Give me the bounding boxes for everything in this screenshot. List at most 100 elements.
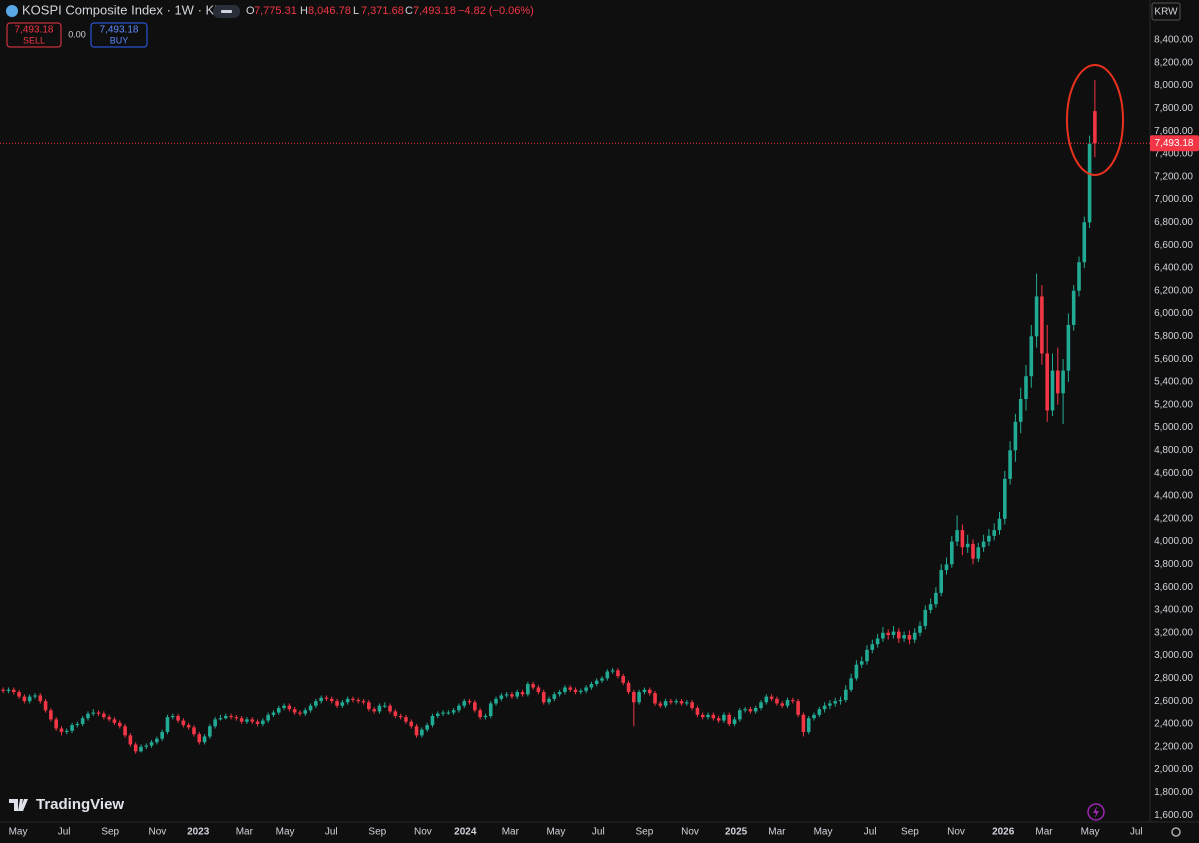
buy-button[interactable]: [90, 22, 148, 48]
x-tick-label: Sep: [368, 827, 386, 838]
candle-body: [59, 728, 64, 732]
candle-body: [266, 714, 270, 721]
alert-icon[interactable]: [1087, 803, 1105, 821]
x-tick-label: Jul: [1130, 827, 1143, 838]
candle-body: [367, 702, 371, 710]
candle-body: [377, 705, 382, 712]
settings-icon[interactable]: [1171, 827, 1181, 837]
candle-body: [1061, 370, 1065, 394]
x-tick-label: 2024: [454, 827, 477, 838]
ohlc-value: 7,775.31: [254, 5, 297, 17]
y-tick-label: 6,400.00: [1154, 263, 1193, 274]
candle-body: [139, 746, 143, 752]
y-tick-label: 4,200.00: [1154, 513, 1193, 524]
candle-body: [865, 649, 869, 662]
candle-body: [181, 720, 186, 726]
x-tick-label: Jul: [864, 827, 877, 838]
candle-body: [939, 570, 943, 593]
highlight-ellipse: [1066, 64, 1124, 176]
candle-body: [515, 692, 520, 697]
candle-body: [165, 717, 170, 732]
candle-body: [420, 729, 424, 736]
y-tick-label: 7,000.00: [1154, 194, 1193, 205]
x-tick-label: Mar: [502, 827, 520, 838]
candle-body: [764, 696, 769, 703]
plot: [0, 80, 1150, 754]
candle-body: [361, 701, 366, 703]
candle-body: [849, 678, 853, 690]
candle-body: [308, 705, 313, 711]
candle-body: [128, 735, 133, 745]
candle-body: [727, 714, 732, 724]
candle-body: [223, 715, 228, 719]
candle-body: [780, 703, 785, 706]
ohlc-key: L: [353, 5, 359, 17]
toggle-icon: [221, 10, 232, 13]
candle-body: [160, 731, 164, 739]
currency-box[interactable]: [1151, 2, 1181, 21]
y-tick-label: 5,200.00: [1154, 399, 1193, 410]
candle-body: [75, 723, 80, 726]
candle-body: [573, 689, 578, 693]
candle-body: [934, 592, 938, 605]
y-tick-label: 1,600.00: [1154, 810, 1193, 821]
y-tick-label: 4,000.00: [1154, 536, 1193, 547]
candle-body: [388, 705, 392, 712]
last-price-box: [1150, 135, 1199, 152]
y-tick-label: 6,000.00: [1154, 308, 1193, 319]
candle-body: [992, 530, 996, 536]
candle-body: [202, 736, 207, 743]
y-tick-label: 6,800.00: [1154, 217, 1193, 228]
x-tick-label: 2026: [992, 827, 1015, 838]
candle-body: [430, 715, 435, 726]
candle-body: [282, 705, 286, 708]
y-tick-label: 3,000.00: [1154, 650, 1193, 661]
candle-body: [965, 543, 970, 548]
candle-body: [928, 604, 933, 610]
x-tick-label: Jul: [325, 827, 338, 838]
candle-body: [594, 680, 599, 685]
x-tick-label: Nov: [148, 827, 166, 838]
candle-body: [626, 682, 631, 693]
x-tick-label: Mar: [236, 827, 254, 838]
candle-body: [791, 700, 795, 702]
y-tick-label: 1,800.00: [1154, 787, 1193, 798]
candle-body: [552, 694, 557, 699]
sell-button[interactable]: [6, 22, 62, 48]
candle-body: [536, 687, 541, 693]
y-tick-label: 6,200.00: [1154, 285, 1193, 296]
candle-body: [753, 707, 758, 712]
y-tick-label: 2,200.00: [1154, 741, 1193, 752]
candle-body: [467, 701, 472, 703]
x-tick-label: 2025: [725, 827, 748, 838]
chart-title: KOSPI Composite Index · 1W · KRX: [22, 2, 233, 17]
candle-body: [102, 713, 106, 718]
candle-body: [117, 722, 122, 727]
candle-body: [441, 712, 445, 714]
candle-body: [86, 713, 90, 719]
candle-body: [255, 721, 260, 724]
candle-body: [796, 701, 800, 715]
candle-body: [229, 715, 233, 718]
candle-body: [1018, 399, 1023, 422]
y-tick-label: 2,000.00: [1154, 764, 1193, 775]
candle-body: [149, 742, 154, 746]
candle-body: [822, 705, 827, 710]
candle-body: [218, 718, 223, 720]
x-tick-label: Nov: [947, 827, 965, 838]
candle-body: [1013, 421, 1018, 451]
candle-body: [886, 632, 891, 636]
candle-body: [1082, 222, 1087, 263]
candle-body: [531, 684, 535, 688]
candle-body: [382, 705, 387, 707]
candle-body: [398, 715, 403, 718]
candle-body: [568, 687, 573, 690]
candle-body: [271, 712, 276, 715]
candle-body: [107, 717, 111, 720]
candle-body: [462, 701, 467, 706]
candle-body: [960, 530, 965, 548]
candle-body: [1093, 111, 1097, 144]
candle-body: [17, 692, 21, 697]
candle-body: [616, 670, 620, 677]
ohlc-value: 7,493.18: [413, 5, 456, 17]
